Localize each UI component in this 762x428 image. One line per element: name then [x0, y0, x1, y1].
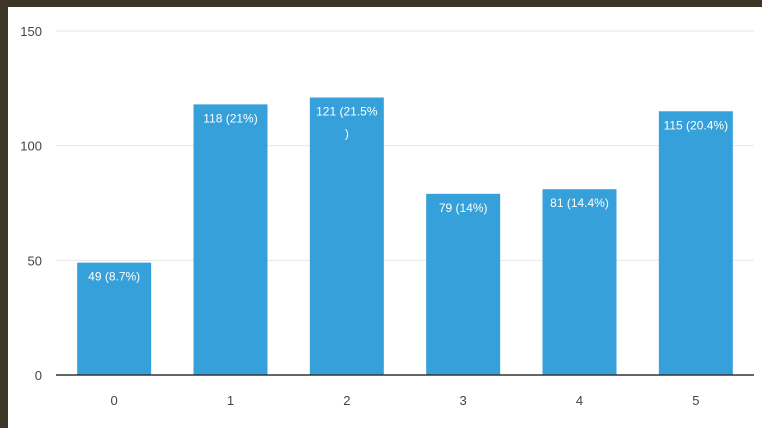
data-label: 118 (21%)	[203, 111, 257, 125]
bar	[77, 262, 152, 375]
bar	[426, 193, 501, 375]
y-tick-label: 0	[35, 368, 42, 383]
data-label: 115 (20.4%)	[664, 118, 728, 132]
data-label: 79 (14%)	[439, 201, 488, 215]
data-label: )	[345, 127, 349, 141]
y-tick-label: 100	[20, 139, 42, 154]
x-tick-label: 4	[576, 393, 583, 408]
bar	[658, 111, 733, 376]
data-label: 81 (14.4%)	[550, 196, 609, 210]
x-tick-label: 2	[343, 393, 350, 408]
x-tick-label: 3	[460, 393, 467, 408]
bar-chart: 0 50 100 150 49 (8.7%) 0 118 (21%) 1 121 (21.5%)…	[20, 24, 754, 408]
y-tick-label: 50	[28, 253, 42, 268]
data-label: 49 (8.7%)	[88, 270, 140, 284]
bar	[542, 189, 617, 375]
y-tick-label: 150	[20, 24, 42, 39]
chart-panel: 0 50 100 150 49 (8.7%) 0 118 (21%) 1 121 (21.5%)…	[8, 7, 762, 428]
bar	[193, 104, 268, 376]
bar	[309, 97, 384, 376]
x-tick-label: 5	[692, 393, 699, 408]
x-tick-label: 1	[227, 393, 234, 408]
data-label: 121 (21.5%	[316, 105, 378, 119]
x-tick-label: 0	[111, 393, 118, 408]
